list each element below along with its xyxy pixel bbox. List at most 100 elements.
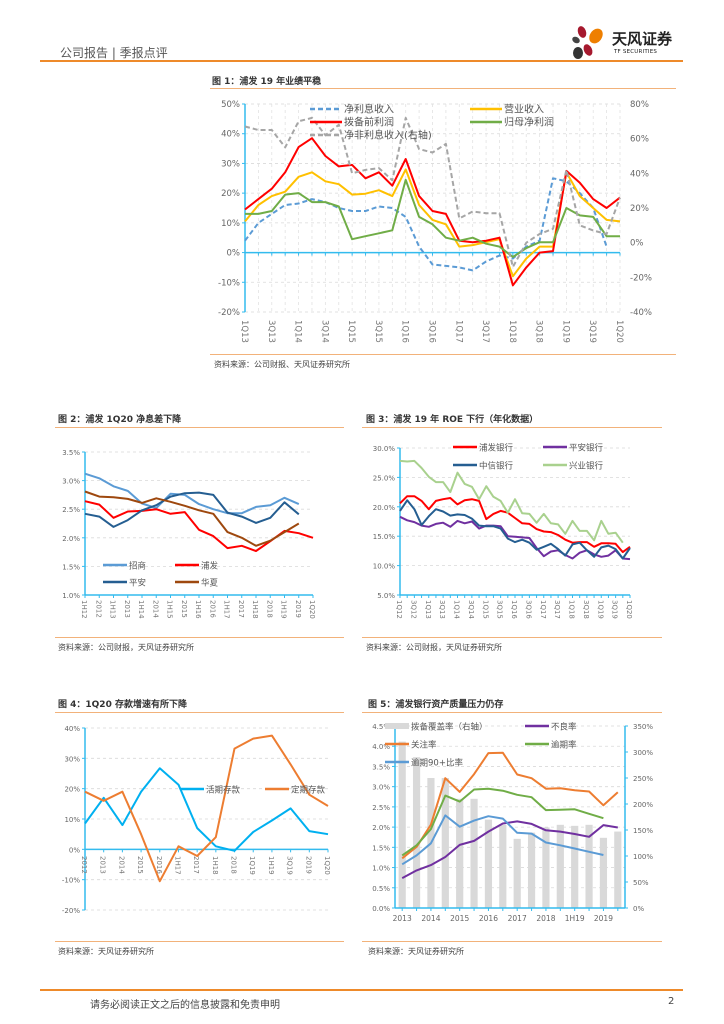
x-tick-label: 3Q17 bbox=[553, 600, 561, 619]
logo-text-en: TF SECURITIES bbox=[614, 49, 658, 55]
y2-tick-label: 50% bbox=[633, 879, 649, 887]
x-tick-label: 2018 bbox=[536, 914, 555, 923]
x-tick-label: 2013 bbox=[99, 856, 107, 874]
x-tick-label: 2019 bbox=[594, 914, 613, 923]
y2-tick-label: 60% bbox=[630, 135, 649, 145]
x-tick-label: 1Q18 bbox=[568, 600, 576, 619]
x-tick-label: 1Q16 bbox=[510, 600, 518, 619]
y2-tick-label: -40% bbox=[630, 308, 652, 318]
y-tick-label: 30% bbox=[221, 159, 240, 169]
x-tick-label: 2019 bbox=[304, 856, 312, 874]
x-tick-label: 3Q18 bbox=[582, 600, 590, 619]
y-tick-label: 4.0% bbox=[372, 743, 390, 751]
x-tick-label: 3Q14 bbox=[319, 320, 329, 343]
bar-provision-coverage bbox=[398, 741, 406, 908]
x-tick-label: 1H19 bbox=[267, 856, 275, 875]
x-tick-label: 1Q17 bbox=[539, 600, 547, 619]
y-tick-label: -20% bbox=[62, 907, 80, 915]
figure-2-divider bbox=[55, 427, 344, 428]
x-tick-label: 2018 bbox=[230, 856, 238, 874]
figure-3-title: 图 3：浦发 19 年 ROE 下行（年化数据） bbox=[366, 415, 539, 425]
y2-tick-label: 0% bbox=[630, 239, 644, 249]
y2-tick-label: 150% bbox=[633, 827, 653, 835]
figure-3-chart: 30.0% 25.0% 20.0% 15.0% 10.0% 5.0%1Q12 3Q12 1Q1… bbox=[373, 443, 633, 620]
x-tick-label: 1Q19 bbox=[560, 320, 570, 343]
y-tick-label: 40% bbox=[221, 130, 240, 140]
page-number: 2 bbox=[668, 996, 675, 1007]
y2-tick-label: 300% bbox=[633, 749, 653, 757]
figure-5-source: 资料来源：天风证券研究所 bbox=[368, 947, 464, 956]
x-tick-label: 1Q13 bbox=[424, 600, 432, 619]
x-tick-label: 2016 bbox=[155, 856, 163, 874]
bar-provision-coverage bbox=[470, 798, 478, 908]
bar-provision-coverage bbox=[441, 778, 449, 908]
y2-tick-label: 0% bbox=[633, 905, 644, 913]
figure-2-source-divider bbox=[55, 637, 344, 638]
footer-disclaimer: 请务必阅读正文之后的信息披露和免责申明 bbox=[90, 1000, 280, 1011]
x-tick-label: 1Q17 bbox=[453, 320, 463, 343]
figure-3-divider bbox=[362, 427, 662, 428]
bar-provision-coverage bbox=[456, 798, 464, 908]
x-tick-label: 1Q20 bbox=[323, 856, 331, 875]
legend-label: 平安 bbox=[129, 578, 146, 589]
x-tick-label: 3Q17 bbox=[480, 320, 490, 343]
series-line-0 bbox=[84, 472, 300, 515]
figure-5-chart: 4.5% 4.0% 3.5% 3.0% 2.5% 2.0% 1.5% 1.0% 0.5% 0.0%… bbox=[372, 722, 653, 924]
figure-1-title: 图 1：浦发 19 年业绩平稳 bbox=[212, 77, 322, 87]
x-tick-label: 3Q15 bbox=[373, 320, 383, 343]
x-tick-label: 1H18 bbox=[211, 856, 219, 875]
x-tick-label: 2018 bbox=[265, 600, 273, 618]
figure-4-source: 资料来源：天风证券研究所 bbox=[58, 947, 154, 956]
legend-label: 净非利息收入(右轴) bbox=[344, 129, 432, 142]
x-tick-label: 1Q15 bbox=[481, 600, 489, 619]
figure-4-source-divider bbox=[55, 941, 344, 942]
y-tick-label: 20% bbox=[64, 786, 80, 794]
legend-label: 营业收入 bbox=[504, 103, 544, 116]
y2-tick-label: 40% bbox=[630, 169, 649, 179]
x-tick-label: 2017 bbox=[508, 914, 527, 923]
x-tick-label: 1H15 bbox=[166, 600, 174, 619]
bar-provision-coverage bbox=[513, 838, 521, 908]
legend-label: 不良率 bbox=[551, 722, 577, 733]
logo-text-cn: 天风证券 bbox=[612, 30, 673, 48]
legend-label: 浦发银行 bbox=[479, 443, 514, 454]
figure-3-source-divider bbox=[362, 637, 662, 638]
y-tick-label: 0% bbox=[69, 846, 80, 854]
x-tick-label: 2017 bbox=[192, 856, 200, 874]
legend-label: 关注率 bbox=[411, 740, 437, 751]
y-tick-label: 20% bbox=[221, 189, 240, 199]
x-tick-label: 1H19 bbox=[565, 914, 585, 923]
y2-tick-label: 200% bbox=[633, 801, 653, 809]
figure-4-divider bbox=[55, 712, 344, 713]
x-tick-label: 2015 bbox=[180, 600, 188, 618]
x-tick-label: 3Q19 bbox=[611, 600, 619, 619]
figure-4-title: 图 4：1Q20 存款增速有所下降 bbox=[58, 700, 187, 710]
legend-label: 归母净利润 bbox=[504, 116, 554, 129]
x-tick-label: 1H14 bbox=[137, 600, 145, 619]
x-tick-label: 2014 bbox=[151, 600, 159, 618]
y-tick-label: 3.0% bbox=[372, 784, 390, 792]
y-tick-label: 3.0% bbox=[62, 478, 80, 486]
legend-label: 招商 bbox=[129, 561, 146, 572]
y-tick-label: -10% bbox=[218, 278, 240, 288]
x-tick-label: 1Q15 bbox=[346, 320, 356, 343]
x-tick-label: 2012 bbox=[94, 600, 102, 618]
y2-tick-label: -20% bbox=[630, 273, 652, 283]
series-line-0 bbox=[84, 767, 329, 852]
y-tick-label: 40% bbox=[64, 725, 80, 733]
y-tick-label: 1.0% bbox=[62, 592, 80, 600]
x-tick-label: 2019 bbox=[294, 600, 302, 618]
x-tick-label: 3Q19 bbox=[587, 320, 597, 343]
y-tick-label: 2.0% bbox=[62, 535, 80, 543]
legend-label: 中信银行 bbox=[479, 461, 514, 472]
series-line-0 bbox=[401, 820, 618, 879]
figure-1-divider bbox=[210, 88, 676, 89]
x-tick-label: 1H17 bbox=[223, 600, 231, 619]
x-tick-label: 1Q18 bbox=[507, 320, 517, 343]
figure-2-title: 图 2：浦发 1Q20 净息差下降 bbox=[58, 415, 182, 425]
series-line-1 bbox=[84, 734, 329, 883]
y-tick-label: 30% bbox=[64, 755, 80, 763]
legend-label: 定期存款 bbox=[291, 785, 326, 796]
series-line-3 bbox=[84, 490, 300, 547]
bar-provision-coverage bbox=[484, 819, 493, 908]
